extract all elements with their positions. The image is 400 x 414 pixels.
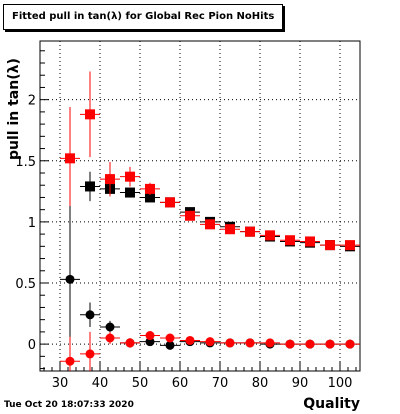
data-point-square — [285, 235, 295, 246]
y-tick-label: 1.5 — [15, 155, 36, 170]
data-point-square — [165, 197, 175, 208]
data-point-square — [325, 240, 335, 251]
data-point-square — [85, 109, 95, 120]
data-point-square — [145, 183, 155, 194]
plot-frame — [39, 40, 361, 372]
x-tick-label: 60 — [172, 376, 189, 391]
x-axis-label: Quality — [303, 396, 360, 412]
x-tick-label: 40 — [92, 376, 109, 391]
y-tick-label: 1 — [28, 216, 36, 231]
data-point-square — [125, 171, 135, 182]
y-axis-label: pull in tan(λ) — [6, 58, 22, 160]
data-point-circle — [285, 339, 295, 349]
y-tick-label: 0 — [28, 338, 36, 353]
x-tick-label: 90 — [292, 376, 309, 391]
data-point-circle — [65, 274, 75, 284]
x-tick-label: 30 — [52, 376, 69, 391]
data-point-circle — [245, 338, 255, 348]
data-point-circle — [105, 333, 115, 343]
x-tick-label: 80 — [252, 376, 269, 391]
data-point-circle — [145, 331, 155, 341]
data-point-circle — [165, 333, 175, 343]
data-point-circle — [105, 322, 115, 332]
y-tick-label: 2 — [28, 94, 36, 109]
x-tick-label: 100 — [328, 376, 353, 391]
data-point-circle — [205, 337, 215, 347]
chart-title-box: Fitted pull in tan(λ) for Global Rec Pio… — [3, 4, 283, 30]
data-point-circle — [325, 339, 335, 349]
x-tick-label: 70 — [212, 376, 229, 391]
data-point-square — [125, 187, 135, 198]
data-point-circle — [265, 338, 275, 348]
y-tick-label: 0.5 — [15, 277, 36, 292]
data-point-square — [105, 174, 115, 185]
x-tick-label: 50 — [132, 376, 149, 391]
data-point-square — [65, 153, 75, 164]
data-point-circle — [225, 338, 235, 348]
data-point-circle — [345, 339, 355, 349]
data-point-circle — [185, 335, 195, 345]
data-point-circle — [125, 338, 135, 348]
data-point-square — [345, 240, 355, 251]
data-point-circle — [85, 349, 95, 359]
datestamp: Tue Oct 20 18:07:33 2020 — [4, 400, 134, 410]
data-point-square — [305, 236, 315, 247]
data-point-circle — [85, 310, 95, 320]
data-point-square — [265, 230, 275, 241]
data-point-circle — [65, 356, 75, 366]
data-point-square — [145, 192, 155, 203]
data-point-square — [85, 181, 95, 192]
data-point-circle — [165, 340, 175, 350]
chart-title: Fitted pull in tan(λ) for Global Rec Pio… — [12, 11, 275, 22]
data-point-square — [205, 219, 215, 230]
data-point-square — [185, 210, 195, 221]
data-point-circle — [305, 339, 315, 349]
data-point-square — [245, 226, 255, 237]
data-point-square — [225, 224, 235, 235]
